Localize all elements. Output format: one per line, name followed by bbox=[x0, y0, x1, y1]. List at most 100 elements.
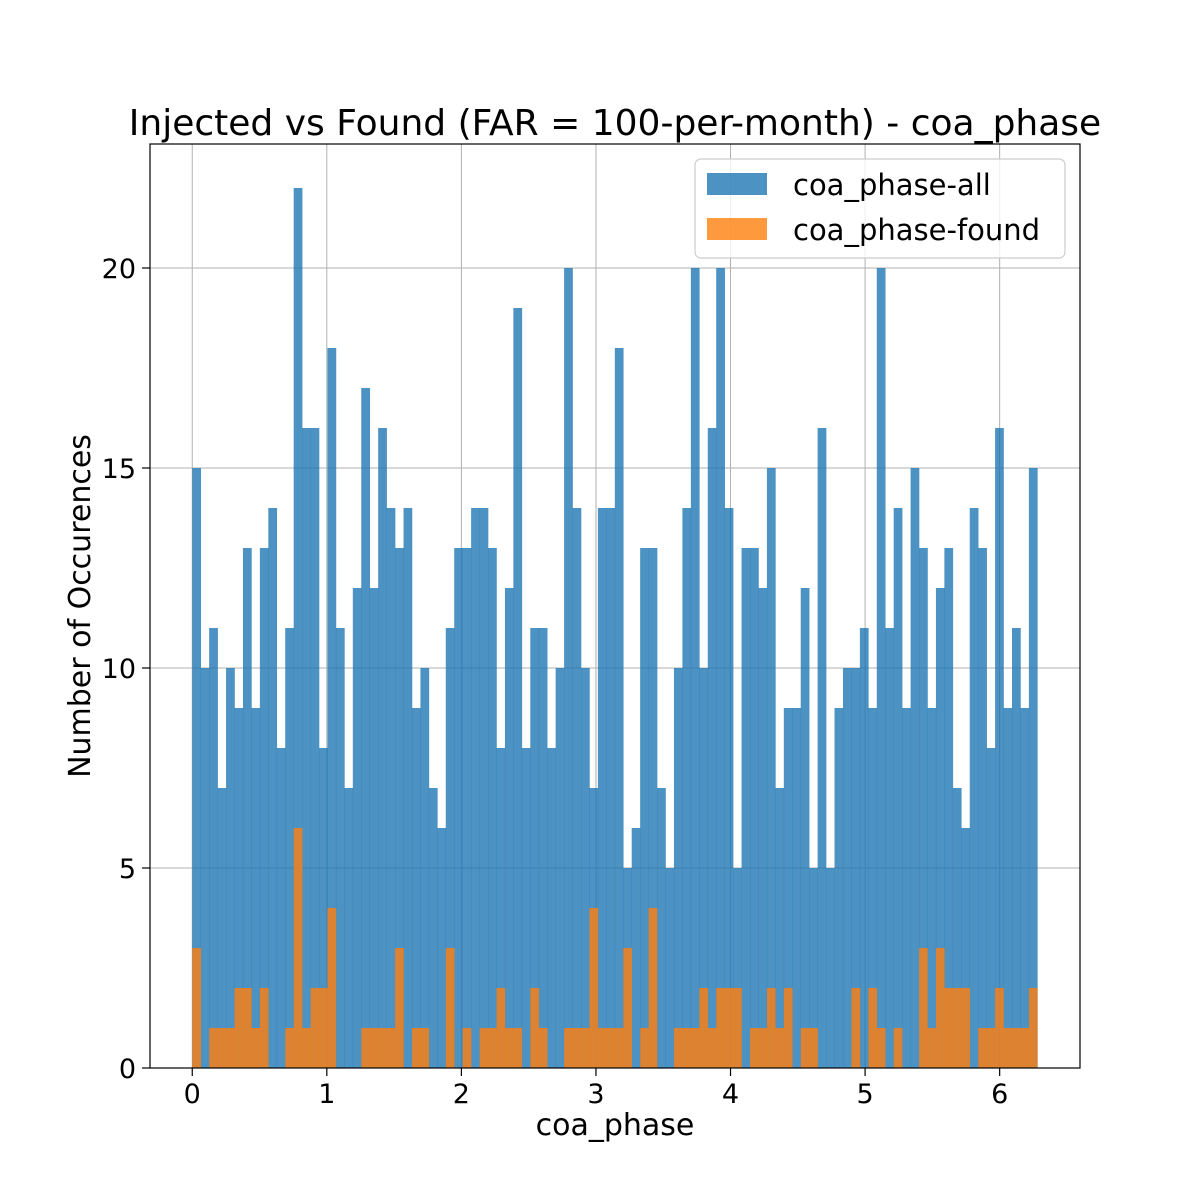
bar-found bbox=[935, 948, 945, 1068]
bar-found bbox=[733, 988, 742, 1068]
bar-found bbox=[606, 1028, 616, 1068]
bar-all bbox=[251, 708, 261, 1068]
bar-found bbox=[504, 1028, 514, 1068]
x-tick-label: 3 bbox=[587, 1079, 604, 1110]
bar-all bbox=[657, 788, 666, 1068]
bar-all bbox=[192, 468, 202, 1068]
bar-found bbox=[766, 988, 776, 1068]
bar-all bbox=[242, 548, 252, 1068]
x-axis-label: coa_phase bbox=[536, 1108, 695, 1143]
y-axis-label: Number of Occurences bbox=[63, 434, 98, 778]
bar-found bbox=[327, 908, 337, 1068]
bar-all bbox=[952, 788, 962, 1068]
bar-found bbox=[876, 1028, 886, 1068]
bar-found bbox=[589, 908, 599, 1068]
bar-found bbox=[496, 988, 506, 1068]
bar-all bbox=[783, 708, 793, 1068]
bar-all bbox=[750, 548, 759, 1068]
x-tick-label: 1 bbox=[318, 1079, 335, 1110]
bar-all bbox=[834, 708, 844, 1068]
bar-found bbox=[1003, 1028, 1013, 1068]
bar-all bbox=[293, 188, 303, 1068]
bar-found bbox=[750, 1028, 759, 1068]
bar-found bbox=[386, 1028, 396, 1068]
bar-all bbox=[995, 428, 1004, 1068]
bar-all bbox=[648, 548, 658, 1068]
bar-all bbox=[978, 548, 987, 1068]
bar-all bbox=[673, 668, 683, 1068]
bar-all bbox=[716, 268, 725, 1068]
bar-found bbox=[1020, 1028, 1030, 1068]
x-tick-label: 5 bbox=[857, 1079, 874, 1110]
bar-all bbox=[555, 668, 565, 1068]
bar-found bbox=[234, 988, 244, 1068]
bar-found bbox=[952, 988, 962, 1068]
y-tick-label: 0 bbox=[119, 1054, 136, 1085]
bar-all bbox=[217, 788, 227, 1068]
bar-found bbox=[783, 988, 793, 1068]
bar-all bbox=[851, 668, 861, 1068]
bar-found bbox=[995, 988, 1004, 1068]
bar-found bbox=[462, 1028, 472, 1068]
bar-all bbox=[285, 628, 294, 1068]
bar-all bbox=[682, 508, 692, 1068]
bar-found bbox=[226, 1028, 235, 1068]
bar-all bbox=[564, 268, 573, 1068]
bar-all bbox=[403, 508, 413, 1068]
bar-all bbox=[665, 868, 675, 1068]
bar-all bbox=[817, 428, 827, 1068]
bar-all bbox=[640, 548, 649, 1068]
bar-all bbox=[1003, 708, 1013, 1068]
bar-all bbox=[597, 508, 607, 1068]
x-tick-label: 4 bbox=[722, 1079, 739, 1110]
bar-all bbox=[580, 668, 590, 1068]
bar-all bbox=[876, 268, 886, 1068]
bar-found bbox=[758, 1028, 768, 1068]
bar-found bbox=[868, 988, 878, 1068]
bar-all bbox=[868, 708, 878, 1068]
bar-found bbox=[259, 988, 269, 1068]
series-all-bars bbox=[192, 188, 1038, 1068]
bar-all bbox=[927, 708, 937, 1068]
bar-all bbox=[707, 428, 717, 1068]
bar-found bbox=[192, 948, 202, 1068]
bar-all bbox=[462, 548, 472, 1068]
bar-found bbox=[597, 1028, 607, 1068]
bar-all bbox=[361, 388, 371, 1068]
y-tick-label: 20 bbox=[102, 254, 136, 285]
bar-found bbox=[944, 988, 954, 1068]
bar-found bbox=[395, 948, 404, 1068]
bar-found bbox=[1028, 988, 1038, 1068]
bar-all bbox=[758, 588, 768, 1068]
bar-all bbox=[935, 588, 945, 1068]
bar-all bbox=[775, 788, 785, 1068]
bar-all bbox=[690, 268, 700, 1068]
bar-all bbox=[969, 508, 979, 1068]
bar-found bbox=[961, 988, 971, 1068]
bar-all bbox=[893, 508, 903, 1068]
bar-all bbox=[445, 628, 455, 1068]
legend-label-all: coa_phase-all bbox=[793, 168, 991, 202]
bar-found bbox=[530, 988, 540, 1068]
bar-all bbox=[200, 668, 210, 1068]
legend: coa_phase-all coa_phase-found bbox=[694, 158, 1066, 259]
legend-label-found: coa_phase-found bbox=[793, 213, 1040, 247]
x-tick-label: 6 bbox=[991, 1079, 1008, 1110]
bar-found bbox=[564, 1028, 573, 1068]
bar-found bbox=[378, 1028, 387, 1068]
bar-found bbox=[251, 1028, 261, 1068]
bar-all bbox=[699, 668, 709, 1068]
bar-found bbox=[623, 948, 632, 1068]
bar-all bbox=[572, 508, 582, 1068]
x-tick-label: 2 bbox=[453, 1079, 470, 1110]
bar-found bbox=[690, 1028, 700, 1068]
bar-all bbox=[800, 588, 810, 1068]
bar-all bbox=[724, 508, 734, 1068]
bar-found bbox=[285, 1028, 294, 1068]
bar-all bbox=[842, 668, 852, 1068]
bar-found bbox=[513, 1028, 523, 1068]
bar-all bbox=[826, 868, 835, 1068]
bar-all bbox=[631, 828, 641, 1068]
axis-ticks: 0 1 2 3 4 5 6 0 5 10 15 20 bbox=[102, 254, 1009, 1110]
bar-all bbox=[488, 548, 497, 1068]
